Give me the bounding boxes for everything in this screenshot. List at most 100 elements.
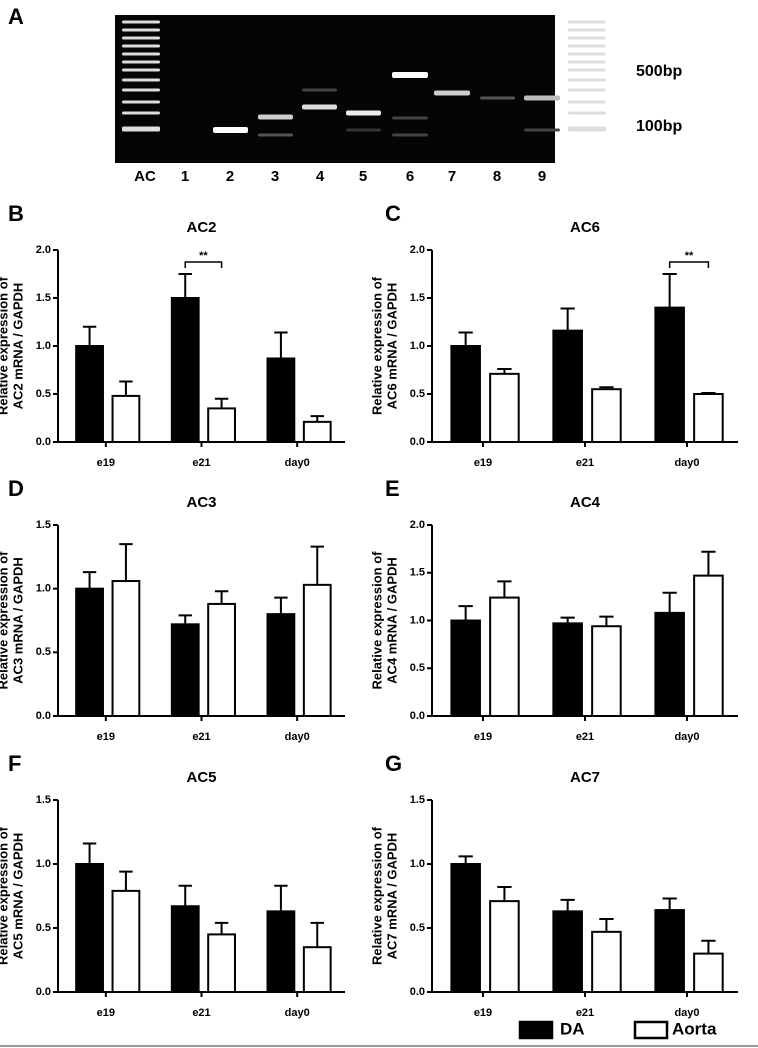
chart-title: AC5 bbox=[186, 769, 216, 786]
bar bbox=[111, 394, 141, 444]
lane-label: 7 bbox=[448, 168, 456, 185]
error-bar bbox=[497, 368, 512, 374]
bar bbox=[170, 297, 200, 443]
bar bbox=[170, 905, 200, 993]
significance-bracket bbox=[668, 261, 710, 268]
error-bar bbox=[310, 921, 324, 948]
error-bar bbox=[458, 605, 473, 621]
y-axis-label: AC5 mRNA / GAPDH bbox=[10, 833, 25, 960]
error-bar bbox=[274, 331, 288, 359]
bar bbox=[302, 420, 332, 443]
y-axis-label: AC7 mRNA / GAPDH bbox=[384, 833, 399, 960]
lane-label: 8 bbox=[493, 168, 501, 185]
error-bar bbox=[82, 842, 97, 864]
bar bbox=[693, 393, 724, 443]
x-tick-label: e21 bbox=[192, 1007, 210, 1019]
bar bbox=[591, 930, 622, 994]
y-tick-label: 1.0 bbox=[410, 340, 425, 352]
bar bbox=[207, 933, 236, 994]
error-bar bbox=[701, 939, 716, 954]
bar bbox=[111, 889, 141, 994]
y-tick-label: 0.5 bbox=[36, 388, 51, 400]
x-tick-label: e19 bbox=[97, 1007, 115, 1019]
error-bar bbox=[214, 590, 229, 604]
x-tick-label: day0 bbox=[285, 731, 310, 743]
panel-letter: F bbox=[8, 751, 21, 776]
lane-label: 9 bbox=[538, 168, 546, 185]
y-tick-label: 0.0 bbox=[36, 710, 51, 722]
ladder-band bbox=[122, 44, 160, 48]
ladder-band bbox=[122, 68, 160, 72]
x-tick-label: day0 bbox=[674, 1007, 699, 1019]
y-tick-label: 0.0 bbox=[36, 436, 51, 448]
bar bbox=[552, 910, 583, 993]
error-bar bbox=[560, 307, 575, 331]
ladder-band bbox=[568, 60, 606, 64]
error-bar bbox=[274, 596, 288, 615]
x-tick-label: e21 bbox=[576, 731, 594, 743]
lane-label: AC bbox=[134, 168, 156, 185]
bar bbox=[654, 909, 685, 994]
y-tick-label: 0.5 bbox=[410, 388, 425, 400]
lane-label: 2 bbox=[226, 168, 234, 185]
bar bbox=[552, 329, 583, 444]
x-tick-label: day0 bbox=[285, 1007, 310, 1019]
bar bbox=[266, 613, 296, 718]
y-tick-label: 1.5 bbox=[410, 292, 425, 304]
y-tick-label: 2.0 bbox=[410, 244, 425, 256]
gel-band bbox=[258, 133, 293, 137]
x-tick-label: e21 bbox=[192, 731, 210, 743]
bar bbox=[654, 611, 685, 717]
x-tick-label: e19 bbox=[97, 457, 115, 469]
error-bar bbox=[662, 897, 677, 911]
lane-label: 4 bbox=[316, 168, 325, 185]
legend-swatch bbox=[633, 1020, 669, 1040]
ladder-band bbox=[122, 60, 160, 64]
gel-band bbox=[392, 133, 428, 137]
panel-letter: C bbox=[385, 201, 401, 226]
bar bbox=[450, 345, 481, 443]
panel-letter: A bbox=[8, 4, 24, 29]
error-bar bbox=[178, 614, 192, 625]
y-tick-label: 0.0 bbox=[36, 986, 51, 998]
bar bbox=[552, 622, 583, 717]
x-tick-label: day0 bbox=[285, 457, 310, 469]
x-tick-label: e21 bbox=[192, 457, 210, 469]
error-bar bbox=[497, 580, 512, 598]
y-tick-label: 1.5 bbox=[36, 794, 51, 806]
size-marker: 500bp bbox=[636, 63, 682, 80]
error-bar bbox=[82, 571, 97, 589]
error-bar bbox=[497, 886, 512, 902]
panel-letter: B bbox=[8, 201, 24, 226]
significance-bracket bbox=[184, 261, 223, 268]
ladder-band bbox=[122, 28, 160, 32]
chart-title: AC2 bbox=[186, 219, 216, 236]
error-bar bbox=[178, 273, 192, 298]
ladder-band bbox=[122, 36, 160, 40]
ladder-band bbox=[568, 78, 606, 82]
bar bbox=[266, 357, 296, 444]
error-bar bbox=[119, 380, 133, 396]
chart-title: AC4 bbox=[570, 494, 601, 511]
y-tick-label: 1.5 bbox=[410, 794, 425, 806]
y-tick-label: 1.0 bbox=[410, 614, 425, 626]
gel-band bbox=[213, 127, 248, 133]
panel-letter: E bbox=[385, 476, 400, 501]
error-bar bbox=[119, 870, 133, 891]
significance-label: ** bbox=[199, 250, 208, 262]
ladder-band bbox=[568, 100, 606, 104]
error-bar bbox=[274, 884, 288, 912]
gel-band bbox=[480, 96, 515, 100]
gel-band bbox=[302, 88, 337, 92]
gel-band bbox=[346, 128, 381, 132]
error-bar bbox=[701, 550, 716, 576]
y-tick-label: 1.0 bbox=[410, 858, 425, 870]
bar bbox=[591, 625, 622, 717]
y-axis-label: Relative expression of bbox=[369, 826, 384, 965]
y-tick-label: 1.5 bbox=[410, 567, 425, 579]
ladder-band bbox=[568, 28, 606, 32]
x-tick-label: day0 bbox=[674, 457, 699, 469]
lane-label: 3 bbox=[271, 168, 279, 185]
bar bbox=[302, 583, 332, 718]
gel-band bbox=[302, 104, 337, 110]
